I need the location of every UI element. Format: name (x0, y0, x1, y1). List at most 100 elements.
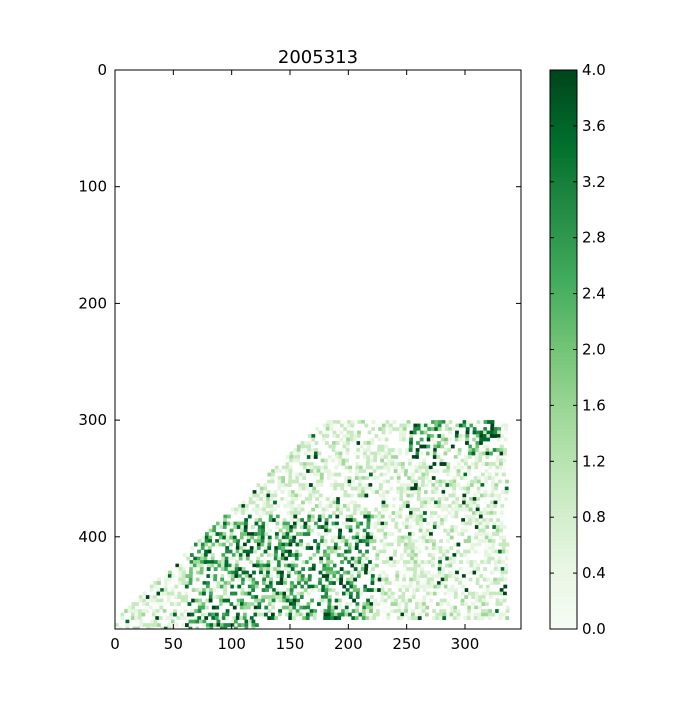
heatmap-cell (406, 483, 411, 487)
heatmap-cell (446, 528, 451, 533)
heatmap-cell (152, 598, 157, 603)
heatmap-cell (473, 542, 478, 547)
heatmap-cell (292, 539, 296, 543)
heatmap-cell (346, 430, 351, 435)
heatmap-cell (313, 609, 317, 613)
heatmap-cell (132, 626, 137, 629)
heatmap-cell (285, 455, 290, 459)
heatmap-cell (221, 556, 226, 561)
heatmap-cell (442, 612, 447, 617)
heatmap-cell (422, 458, 426, 463)
heatmap-cell (325, 441, 329, 445)
heatmap-cell (355, 525, 360, 529)
heatmap-cell (409, 577, 414, 582)
heatmap-cell (265, 588, 270, 592)
heatmap-cell (334, 455, 339, 459)
heatmap-cell (395, 581, 399, 585)
heatmap-cell (310, 518, 315, 522)
heatmap-cell (290, 567, 295, 571)
heatmap-cell (467, 535, 472, 540)
heatmap-cell (217, 560, 222, 564)
heatmap-cell (239, 542, 244, 547)
heatmap-cell (345, 451, 350, 456)
heatmap-cell (437, 434, 442, 438)
heatmap-cell (319, 556, 324, 561)
heatmap-cell (138, 609, 142, 613)
heatmap-cell (298, 486, 303, 491)
heatmap-cell (467, 469, 471, 473)
heatmap-cell (312, 553, 317, 557)
heatmap-cell (189, 563, 194, 568)
heatmap-cell (450, 584, 455, 589)
heatmap-cell (275, 518, 280, 522)
heatmap-cell (401, 521, 406, 526)
heatmap-cell (221, 542, 226, 547)
heatmap-cell (433, 574, 438, 578)
heatmap-cell (347, 556, 352, 561)
heatmap-cell (350, 570, 354, 575)
heatmap-cell (373, 455, 378, 459)
heatmap-cell (404, 598, 409, 603)
heatmap-cell (418, 602, 423, 606)
heatmap-cell (364, 493, 369, 498)
heatmap-cell (441, 423, 446, 428)
heatmap-cell (334, 605, 339, 610)
heatmap-cell (354, 542, 359, 547)
heatmap-cell (198, 584, 203, 589)
heatmap-cell (476, 567, 481, 571)
heatmap-cell (302, 472, 307, 477)
heatmap-cell (380, 584, 385, 589)
heatmap-cell (373, 602, 377, 606)
heatmap-cell (152, 595, 157, 599)
heatmap-cell (125, 619, 130, 624)
heatmap-cell (248, 493, 253, 498)
heatmap-cell (209, 574, 214, 578)
heatmap-cell (404, 532, 409, 536)
heatmap-cell (500, 434, 505, 438)
heatmap-cell (504, 490, 509, 494)
heatmap-cell (497, 430, 501, 435)
heatmap-cell (219, 584, 224, 589)
heatmap-cell (321, 511, 326, 515)
heatmap-cell (479, 574, 484, 578)
heatmap-cell (299, 539, 303, 543)
heatmap-cell (359, 521, 364, 526)
heatmap-cell (372, 465, 377, 470)
colorbar-tick-label: 4.0 (582, 61, 606, 79)
heatmap-cell (171, 567, 176, 571)
heatmap-cell (429, 451, 434, 456)
heatmap-cell (416, 574, 421, 578)
heatmap-cell (357, 556, 362, 561)
heatmap-cell (258, 511, 263, 515)
heatmap-cell (297, 570, 302, 575)
heatmap-cell (452, 556, 457, 561)
heatmap-cell (242, 549, 247, 554)
heatmap-cell (353, 577, 358, 582)
heatmap-cell (289, 528, 293, 533)
heatmap-cell (202, 591, 206, 596)
heatmap-cell (493, 563, 498, 568)
heatmap-cell (408, 595, 413, 599)
heatmap-cell (490, 500, 494, 505)
heatmap-cell (361, 612, 366, 617)
heatmap-cell (492, 514, 497, 519)
heatmap-cell (439, 462, 444, 466)
heatmap-cell (482, 591, 486, 596)
heatmap-cell (267, 616, 272, 620)
heatmap-cell (399, 556, 404, 561)
heatmap-cell (440, 518, 445, 522)
heatmap-cell (420, 500, 424, 505)
heatmap-cell (397, 528, 402, 533)
heatmap-cell (275, 521, 280, 526)
heatmap-cell (448, 556, 453, 561)
heatmap-cell (371, 490, 376, 494)
heatmap-cell (315, 427, 320, 431)
heatmap-cell (486, 430, 491, 435)
heatmap-cell (264, 525, 269, 529)
heatmap-cell (338, 458, 342, 463)
heatmap-cell (411, 539, 415, 543)
heatmap-cell (277, 476, 282, 480)
heatmap-cell (386, 616, 391, 620)
colorbar-tick-label: 3.6 (582, 117, 606, 135)
heatmap-cell (416, 493, 421, 498)
